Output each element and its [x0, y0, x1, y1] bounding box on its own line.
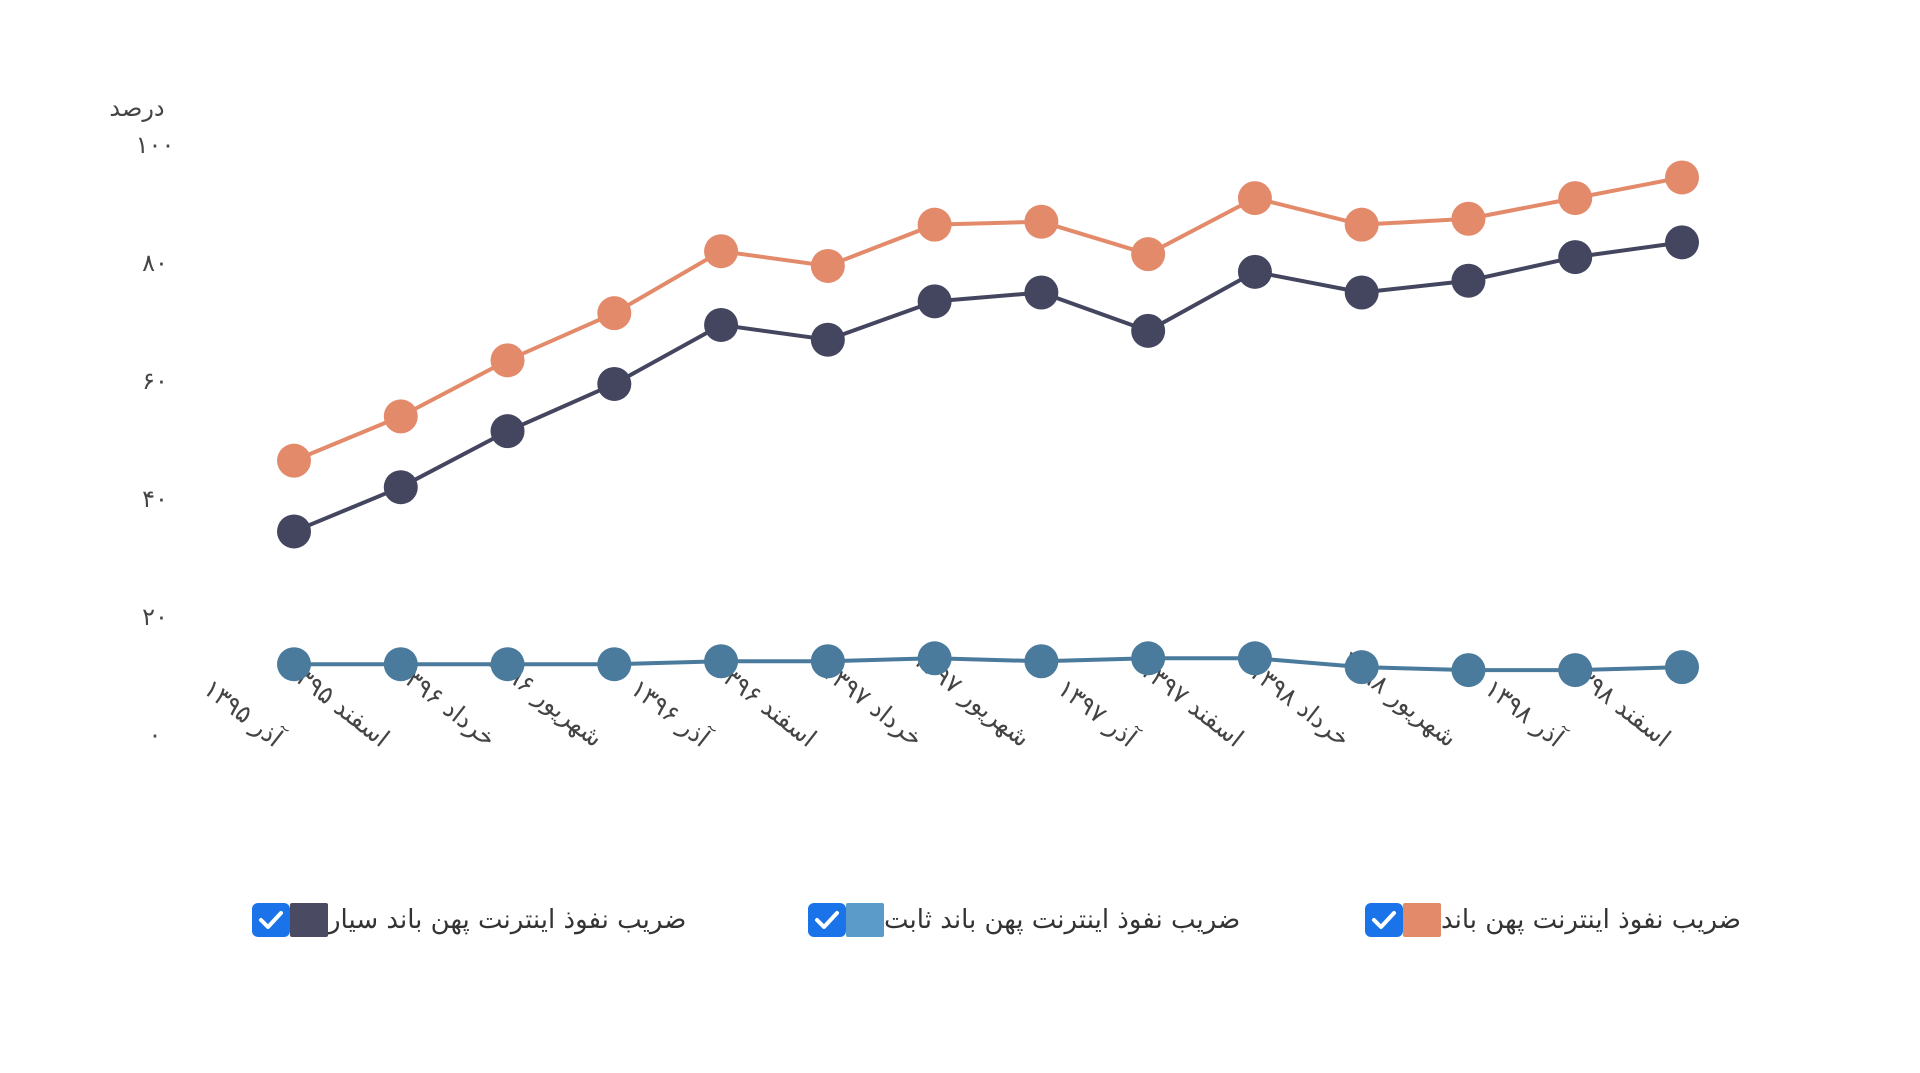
data-point [1131, 313, 1166, 348]
data-point [277, 514, 311, 549]
data-point [1558, 653, 1593, 688]
y-tick-label: ۸۰ [142, 249, 168, 277]
legend-swatch [846, 903, 884, 937]
legend-swatch [290, 903, 328, 937]
data-point [1451, 263, 1486, 298]
data-point [277, 647, 311, 682]
y-tick-label: ۶۰ [142, 367, 168, 395]
data-point [1665, 225, 1699, 260]
data-point [704, 307, 739, 342]
data-point [1237, 641, 1272, 676]
data-point [1451, 201, 1486, 236]
legend-label: ضریب نفوذ اینترنت پهن باند [1441, 905, 1741, 935]
data-point [490, 343, 525, 378]
data-point [810, 644, 845, 679]
x-tick-label: آذر ۱۳۹۸ [1479, 673, 1571, 754]
legend-item-fixed-broadband[interactable]: ضریب نفوذ اینترنت پهن باند ثابت [808, 890, 1254, 950]
y-tick-label: ۱۰۰ [136, 131, 175, 159]
y-tick-label: ۲۰ [142, 603, 168, 631]
data-point [1344, 650, 1379, 685]
legend: ضریب نفوذ اینترنت پهن باند ضریب نفوذ این… [0, 890, 1920, 950]
checkbox-checked-icon[interactable] [808, 903, 846, 937]
data-point [383, 470, 418, 505]
data-point [383, 647, 418, 682]
data-point [810, 248, 845, 283]
data-point [1024, 275, 1059, 310]
data-point [1131, 237, 1166, 272]
x-tick-label: آذر ۱۳۹۷ [1052, 673, 1144, 754]
legend-label: ضریب نفوذ اینترنت پهن باند سیار [328, 905, 687, 935]
data-point [1237, 181, 1272, 216]
legend-label: ضریب نفوذ اینترنت پهن باند ثابت [884, 905, 1241, 935]
data-point [1024, 204, 1059, 239]
data-point [277, 443, 311, 478]
data-point [1665, 650, 1699, 685]
data-point [704, 644, 739, 679]
data-point [597, 296, 632, 331]
series-line [294, 656, 1683, 673]
legend-item-mobile-broadband[interactable]: ضریب نفوذ اینترنت پهن باند سیار [252, 890, 700, 950]
data-point [917, 207, 952, 242]
y-tick-label: ۴۰ [142, 485, 168, 513]
data-point [810, 322, 845, 357]
data-point [1558, 240, 1593, 275]
data-point [1344, 275, 1379, 310]
series-line [293, 240, 1683, 534]
data-point [704, 234, 739, 269]
data-point [383, 399, 418, 434]
data-point [597, 366, 632, 401]
series-line [293, 175, 1683, 463]
data-point [1024, 644, 1059, 679]
data-point [490, 414, 525, 449]
data-point [1344, 207, 1379, 242]
data-point [1451, 653, 1486, 688]
checkbox-checked-icon[interactable] [252, 903, 290, 937]
x-tick-label: آذر ۱۳۹۶ [625, 673, 717, 754]
y-axis-unit-label: درصد [109, 94, 165, 122]
y-tick-label: ۰ [149, 721, 162, 749]
data-point [1558, 181, 1593, 216]
data-point [490, 647, 525, 682]
legend-swatch [1403, 903, 1441, 937]
data-point [917, 284, 952, 319]
legend-item-broadband[interactable]: ضریب نفوذ اینترنت پهن باند [1365, 890, 1755, 950]
data-point [1237, 254, 1272, 289]
data-point [1665, 160, 1699, 195]
data-point [1131, 641, 1166, 676]
checkbox-checked-icon[interactable] [1365, 903, 1403, 937]
x-tick-label: آذر ۱۳۹۵ [198, 673, 290, 754]
data-point [917, 641, 952, 676]
data-point [597, 647, 632, 682]
